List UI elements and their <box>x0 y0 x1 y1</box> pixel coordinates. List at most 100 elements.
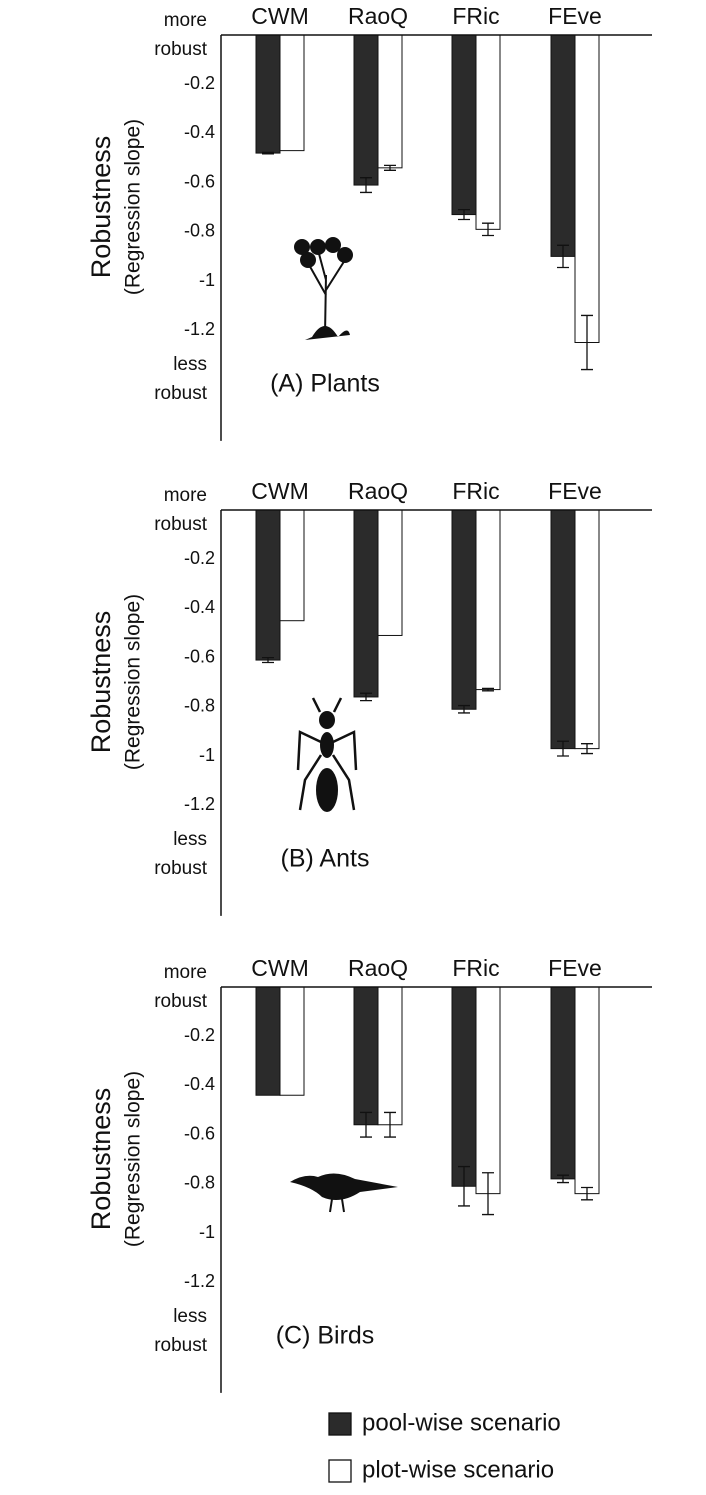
bar <box>574 34 600 343</box>
y-tick-label: -0.4 <box>184 122 215 142</box>
icon <box>294 239 310 255</box>
y-tick-label: more robust <box>154 10 207 60</box>
y-tick-label: -1 <box>199 1222 215 1242</box>
y-tick-label: more robust <box>154 962 207 1012</box>
bar <box>574 986 600 1195</box>
error-bar <box>557 1174 569 1184</box>
bar <box>377 509 403 636</box>
panel-title: (B) Ants <box>281 845 370 873</box>
error-bar <box>458 209 470 221</box>
y-tick-label: -1.2 <box>184 319 215 339</box>
error-bar <box>458 1165 470 1207</box>
error-bar <box>360 177 372 194</box>
y-axis-note: (Regression slope) <box>122 1071 145 1247</box>
y-tick-label: -0.6 <box>184 1123 215 1143</box>
y-tick-label: -1.2 <box>184 794 215 814</box>
y-tick-label: -0.2 <box>184 1025 215 1045</box>
category-label: FRic <box>452 478 499 504</box>
y-tick-label: -0.8 <box>184 696 215 716</box>
bar <box>353 986 379 1126</box>
category-label: RaoQ <box>348 955 408 981</box>
bar <box>353 34 379 186</box>
icon <box>320 732 334 758</box>
category-label: FEve <box>548 955 602 981</box>
bar <box>475 509 501 691</box>
y-tick-label: more robust <box>154 485 207 535</box>
bar <box>255 509 281 661</box>
category-label: RaoQ <box>348 3 408 29</box>
icon <box>307 249 346 336</box>
category-label: FRic <box>452 955 499 981</box>
legend-label: plot-wise scenario <box>362 1456 554 1483</box>
category-label: RaoQ <box>348 478 408 504</box>
error-bar <box>581 743 593 755</box>
error-bar <box>262 656 274 664</box>
category-label: FEve <box>548 3 602 29</box>
legend-label: pool-wise scenario <box>362 1409 561 1436</box>
y-axis-note: (Regression slope) <box>122 119 145 295</box>
y-tick-label: -0.4 <box>184 1074 215 1094</box>
bar <box>255 34 281 154</box>
legend-swatch <box>328 1412 352 1436</box>
error-bar <box>262 151 274 155</box>
bar <box>451 986 477 1187</box>
icon <box>290 1173 398 1201</box>
y-tick-label: -0.6 <box>184 646 215 666</box>
bar <box>451 34 477 216</box>
y-tick-label: less robust <box>154 354 207 405</box>
bar <box>451 509 477 710</box>
icon <box>325 237 341 253</box>
bar <box>279 34 305 152</box>
bar <box>377 34 403 169</box>
y-tick-label: less robust <box>154 1306 207 1357</box>
bar <box>550 986 576 1180</box>
error-bar <box>557 740 569 757</box>
icon <box>305 326 350 340</box>
icon <box>310 239 326 255</box>
bar <box>255 986 281 1096</box>
error-bar <box>360 692 372 702</box>
category-label: CWM <box>251 3 308 29</box>
y-tick-label: -0.8 <box>184 1173 215 1193</box>
bar <box>279 986 305 1096</box>
y-tick-label: -0.6 <box>184 171 215 191</box>
category-label: CWM <box>251 955 308 981</box>
error-bar <box>557 244 569 269</box>
bar <box>475 34 501 230</box>
y-axis-label: Robustness <box>86 611 116 754</box>
bar <box>279 509 305 622</box>
bar <box>353 509 379 698</box>
icon <box>296 697 358 811</box>
y-axis-label: Robustness <box>86 136 116 279</box>
y-tick-label: -0.2 <box>184 548 215 568</box>
y-tick-label: -0.4 <box>184 597 215 617</box>
error-bar <box>458 704 470 714</box>
y-tick-label: -1 <box>199 270 215 290</box>
icon <box>329 1198 345 1213</box>
icon <box>337 247 353 263</box>
category-label: FEve <box>548 478 602 504</box>
error-bar <box>581 1186 593 1201</box>
y-tick-label: -0.8 <box>184 221 215 241</box>
y-axis-note: (Regression slope) <box>122 594 145 770</box>
y-tick-label: less robust <box>154 829 207 880</box>
icon <box>300 252 316 268</box>
bar <box>475 986 501 1195</box>
error-bar <box>482 1172 494 1216</box>
error-bar <box>581 314 593 371</box>
error-bar <box>384 164 396 171</box>
legend-swatch <box>328 1459 352 1483</box>
error-bar <box>360 1111 372 1138</box>
bar <box>574 509 600 750</box>
error-bar <box>482 687 494 692</box>
panel-title: (A) Plants <box>270 370 380 398</box>
error-bar <box>384 1111 396 1138</box>
error-bar <box>482 222 494 237</box>
icon <box>316 768 338 812</box>
icon <box>319 711 335 729</box>
bar <box>377 986 403 1126</box>
panel-title: (C) Birds <box>276 1322 375 1350</box>
bar <box>550 509 576 750</box>
